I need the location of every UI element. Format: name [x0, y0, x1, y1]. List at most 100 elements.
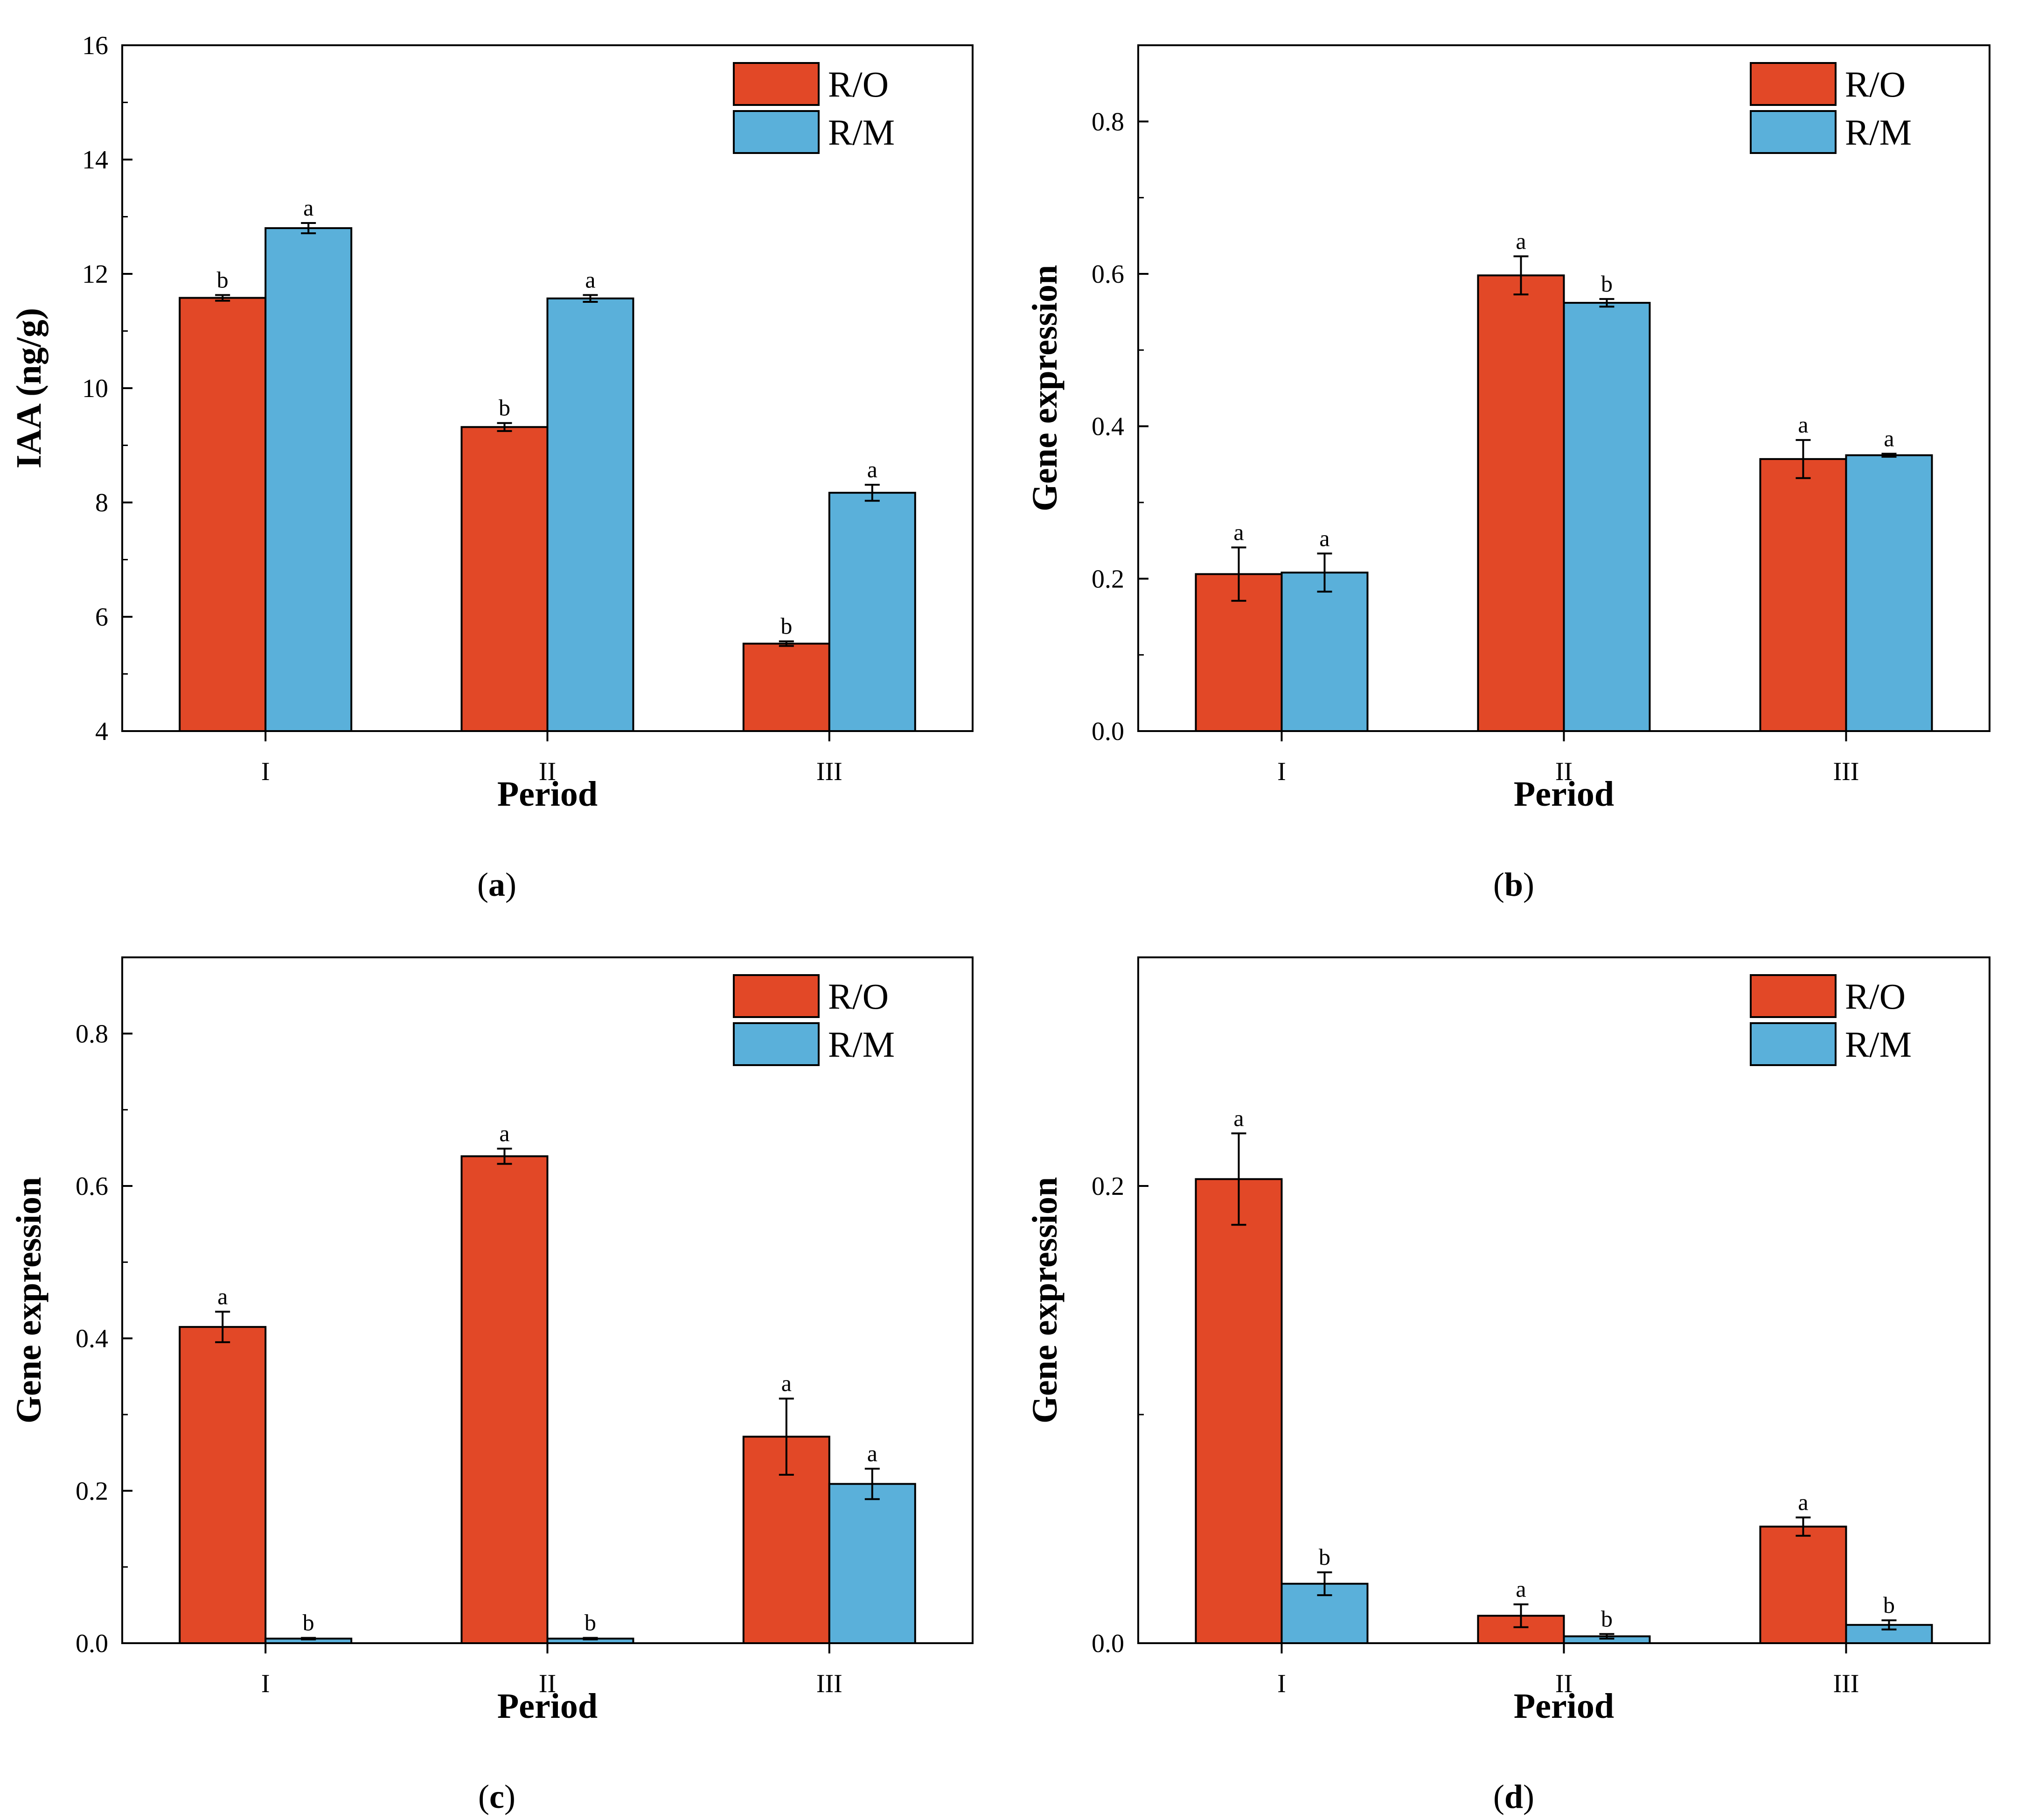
significance-letter: a [1798, 411, 1808, 438]
error-bar [1881, 1619, 1897, 1631]
y-tick-label: 0.4 [1092, 412, 1124, 441]
error-bar [583, 294, 598, 303]
significance-letter: b [585, 1610, 596, 1636]
panel-caption: (b) [1493, 866, 1534, 903]
panel-caption: (a) [477, 866, 516, 903]
error-bar [1795, 1516, 1811, 1537]
y-tick-label: 0.8 [76, 1019, 108, 1048]
y-tick-label: 0.2 [1092, 565, 1124, 593]
significance-letter: b [1883, 1592, 1895, 1618]
bar-rm-I [264, 227, 353, 732]
x-tick-label: I [261, 1669, 270, 1698]
significance-letter: a [1884, 425, 1894, 451]
significance-letter: b [1319, 1544, 1330, 1570]
error-bar [215, 1311, 230, 1343]
bar-ro-I [179, 1326, 267, 1645]
legend-label: R/M [1845, 1024, 1912, 1065]
bar-ro-II [1477, 274, 1565, 732]
significance-letter: a [1233, 519, 1244, 545]
x-axis-title: Period [497, 774, 598, 814]
y-tick-label: 4 [95, 717, 108, 746]
legend: R/O R/M [1750, 62, 1912, 154]
x-tick-label: I [1277, 1669, 1286, 1698]
bar-ro-III [1759, 1526, 1847, 1645]
error-bar [1317, 1571, 1332, 1597]
x-tick-label: III [816, 1669, 842, 1698]
error-bar [1599, 1633, 1614, 1640]
bar-rm-III [828, 1483, 916, 1644]
x-axis-title: Period [1514, 774, 1614, 814]
x-tick-label: II [539, 1669, 556, 1698]
x-axis-title: Period [1514, 1687, 1614, 1726]
legend: R/O R/M [733, 974, 895, 1066]
y-axis-title: Gene expression [1025, 1177, 1065, 1423]
bar-ro-II [460, 1155, 549, 1644]
error-bar [1317, 552, 1332, 593]
error-bar [497, 1147, 512, 1165]
legend-swatch-rm [733, 1022, 820, 1066]
significance-letter: a [217, 1283, 228, 1310]
error-bar [779, 640, 794, 647]
error-bar [1795, 439, 1811, 479]
y-axis-title: Gene expression [9, 1177, 49, 1423]
error-bar [864, 1467, 880, 1500]
x-tick-label: I [1277, 757, 1286, 786]
y-tick-label: 0.6 [1092, 260, 1124, 289]
error-bar [779, 1397, 794, 1476]
y-tick-label: 0.2 [1092, 1172, 1124, 1201]
error-bar [1231, 1132, 1246, 1226]
bar-ro-I [179, 297, 267, 732]
y-tick-label: 0.4 [76, 1325, 108, 1353]
bar-rm-I [1280, 572, 1369, 732]
error-bar [1231, 546, 1246, 602]
legend-label: R/O [828, 64, 889, 105]
significance-letter: a [867, 1440, 877, 1466]
error-bar [1881, 453, 1897, 458]
y-tick-label: 0.8 [1092, 107, 1124, 136]
y-tick-label: 16 [82, 31, 108, 60]
significance-letter: a [867, 456, 877, 482]
x-tick-label: II [1555, 1669, 1573, 1698]
significance-letter: a [1798, 1489, 1808, 1515]
significance-letter: b [499, 395, 510, 421]
significance-letter: a [1233, 1105, 1244, 1131]
significance-letter: b [303, 1610, 314, 1636]
error-bar [583, 1637, 598, 1640]
x-tick-label: III [1833, 1669, 1859, 1698]
significance-letter: a [499, 1120, 509, 1146]
y-tick-label: 0.0 [1092, 1629, 1124, 1658]
error-bar [497, 422, 512, 432]
x-tick-label: I [261, 757, 270, 786]
legend-label: R/O [1845, 976, 1906, 1017]
y-tick-label: 6 [95, 603, 108, 632]
chart-panel-b: 0.00.20.40.60.8I II IIIaaaabaR/OR/MPeriodG… [1025, 44, 1990, 903]
bar-rm-II [546, 297, 634, 732]
x-tick-label: III [816, 757, 842, 786]
legend-swatch-rm [733, 110, 820, 154]
legend-label: R/O [828, 976, 889, 1017]
y-tick-label: 0.0 [76, 1629, 108, 1658]
legend-swatch-ro [733, 974, 820, 1018]
panel-caption: (d) [1493, 1778, 1534, 1815]
y-axis-title: IAA (ng/g) [9, 308, 49, 468]
error-bar [864, 484, 880, 502]
bar-ro-I [1195, 1178, 1283, 1645]
y-tick-label: 8 [95, 488, 108, 517]
y-axis-title: Gene expression [1025, 265, 1065, 511]
significance-letter: a [303, 195, 313, 221]
legend-swatch-ro [733, 62, 820, 106]
y-tick-label: 0.6 [76, 1172, 108, 1201]
error-bar [301, 222, 316, 235]
x-axis-title: Period [497, 1687, 598, 1726]
y-tick-label: 0.2 [76, 1477, 108, 1506]
significance-letter: b [780, 613, 792, 639]
legend-swatch-ro [1750, 974, 1837, 1018]
legend-swatch-rm [1750, 1022, 1837, 1066]
significance-letter: b [1601, 271, 1613, 297]
y-tick-label: 0.0 [1092, 717, 1124, 746]
significance-letter: a [781, 1370, 792, 1396]
